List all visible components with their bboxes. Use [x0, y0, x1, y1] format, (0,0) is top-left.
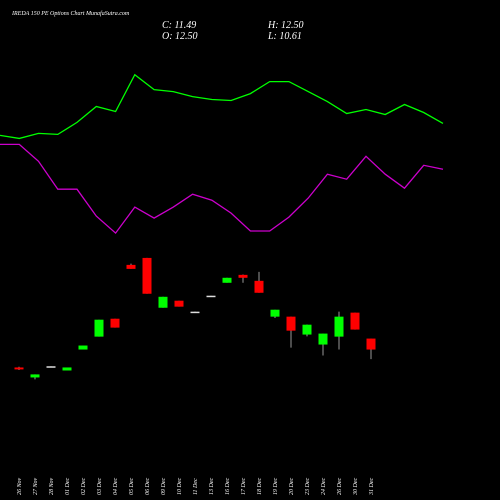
x-tick-label: 11 Dec [193, 478, 199, 495]
candle-body [334, 316, 344, 337]
x-tick-label: 19 Dec [273, 478, 279, 495]
candle-body [78, 345, 88, 350]
x-tick-label: 31 Dec [369, 478, 375, 496]
x-tick-label: 03 Dec [97, 478, 103, 495]
candle-body [190, 311, 200, 314]
x-tick-label: 26 Nov [17, 477, 23, 495]
x-tick-label: 13 Dec [209, 478, 215, 495]
candle-body [174, 300, 184, 307]
candle-body [62, 367, 72, 371]
x-tick-label: 01 Dec [65, 478, 71, 495]
candle-body [110, 318, 120, 328]
x-tick-label: 09 Dec [161, 478, 167, 495]
candle-body [14, 367, 24, 370]
x-tick-label: 30 Dec [353, 478, 359, 496]
candle-body [366, 338, 376, 350]
x-tick-label: 05 Dec [129, 478, 135, 495]
x-tick-label: 20 Dec [289, 478, 295, 495]
candle-body [318, 333, 328, 345]
candle-body [286, 316, 296, 331]
candle-body [30, 374, 40, 378]
x-tick-label: 04 Dec [112, 478, 119, 495]
indicator-line [0, 73, 444, 140]
x-tick-label: 02 Dec [81, 478, 87, 495]
candle-body [206, 295, 216, 298]
candle-body [270, 309, 280, 317]
candle-body [350, 312, 360, 330]
info-low: L: 10.61 [267, 31, 302, 42]
x-tick-label: 06 Dec [145, 478, 151, 495]
x-tick-label: 23 Dec [305, 478, 311, 495]
x-tick-label: 16 Dec [225, 478, 231, 495]
candle-body [238, 274, 248, 278]
x-tick-label: 27 Nov [33, 477, 39, 495]
candle-body [158, 296, 168, 308]
chart-title: IREDA 150 PE Options Chart MunafaSutra.c… [11, 10, 130, 17]
candle-body [46, 366, 56, 368]
x-tick-label: 28 Nov [49, 477, 55, 495]
candle-body [254, 280, 264, 293]
info-high: H: 12.50 [267, 20, 304, 31]
x-tick-label: 17 Dec [241, 478, 247, 495]
candle-body [142, 257, 152, 294]
x-tick-label: 24 Dec [320, 478, 327, 495]
x-tick-label: 10 Dec [177, 478, 183, 495]
info-open: O: 12.50 [162, 31, 198, 42]
x-tick-label: 26 Dec [337, 478, 343, 495]
candle-body [94, 319, 104, 337]
candle-body [302, 324, 312, 335]
x-tick-label: 18 Dec [257, 478, 263, 495]
candle-body [126, 264, 136, 269]
info-close: C: 11.49 [162, 20, 196, 31]
candle-body [222, 277, 232, 283]
indicator-line [0, 143, 444, 235]
